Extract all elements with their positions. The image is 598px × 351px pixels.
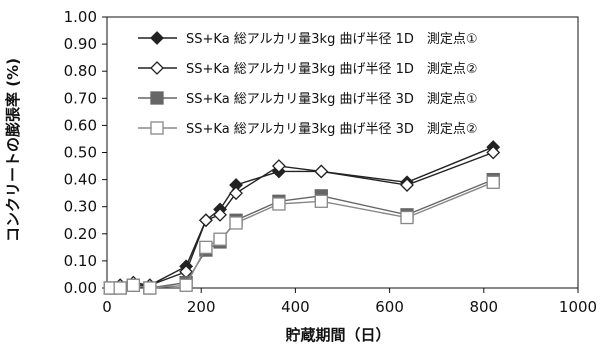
y-tick-label: 0.60 <box>64 116 97 134</box>
series-1 <box>103 140 501 295</box>
series-3 <box>103 172 500 295</box>
legend-marker <box>150 91 164 105</box>
data-point <box>400 210 414 225</box>
data-point <box>271 159 286 173</box>
legend-label: SS+Ka 総アルカリ量3kg 曲げ半径 3D 測定点① <box>186 92 478 107</box>
x-tick-label: 1000 <box>559 298 597 316</box>
y-tick-label: 0.20 <box>64 225 97 243</box>
x-tick-label: 400 <box>281 298 310 316</box>
y-tick-label: 0.00 <box>64 279 97 297</box>
x-tick-label: 600 <box>375 298 404 316</box>
data-point <box>179 278 193 292</box>
data-point <box>229 186 243 201</box>
legend-item-1: SS+Ka 総アルカリ量3kg 曲げ半径 1D 測定点① <box>138 31 478 47</box>
series-4 <box>103 175 500 295</box>
data-point <box>229 216 243 230</box>
legend-item-4: SS+Ka 総アルカリ量3kg 曲げ半径 3D 測定点② <box>138 121 478 137</box>
data-point <box>198 213 213 228</box>
data-point <box>486 175 500 189</box>
plot-border <box>106 16 579 289</box>
data-point <box>486 145 501 160</box>
data-point <box>272 197 286 211</box>
data-point <box>126 278 141 292</box>
y-axis: 0.00 0.10 0.20 0.30 0.40 0.50 0.60 0.70 0.80 0.90… <box>64 8 107 297</box>
data-point <box>314 164 329 179</box>
data-point <box>143 281 157 295</box>
legend-label: SS+Ka 総アルカリ量3kg 曲げ半径 1D 測定点① <box>186 32 478 47</box>
y-tick-label: 0.40 <box>64 171 97 189</box>
data-point <box>213 232 227 246</box>
data-point <box>400 178 414 192</box>
x-tick-label: 800 <box>469 298 498 316</box>
series-layer <box>103 140 501 295</box>
legend-label: SS+Ka 総アルカリ量3kg 曲げ半径 3D 測定点② <box>186 122 478 137</box>
data-point <box>113 281 127 295</box>
y-tick-label: 0.70 <box>64 89 97 107</box>
y-tick-label: 0.30 <box>64 198 97 216</box>
x-tick-label: 200 <box>187 298 216 316</box>
data-point <box>199 240 213 255</box>
legend-marker <box>150 121 164 135</box>
plot-frame <box>106 16 579 289</box>
data-point <box>314 194 328 208</box>
y-axis-title: コンクリートの膨張率 (%) <box>4 58 22 242</box>
series-line <box>110 146 494 289</box>
x-tick-label: 0 <box>102 298 112 316</box>
legend-marker <box>150 61 164 75</box>
series-line <box>110 178 494 289</box>
y-tick-label: 0.80 <box>64 62 97 80</box>
data-point <box>213 207 227 222</box>
x-axis-title: 貯蔵期間（日） <box>285 326 390 344</box>
legend-item-2: SS+Ka 総アルカリ量3kg 曲げ半径 1D 測定点② <box>138 61 478 77</box>
series-line <box>110 151 494 289</box>
y-tick-label: 0.50 <box>64 144 97 162</box>
legend: SS+Ka 総アルカリ量3kg 曲げ半径 1D 測定点① SS+Ka 総アルカリ量… <box>138 31 478 137</box>
y-tick-label: 1.00 <box>64 8 97 26</box>
legend-marker <box>150 31 164 45</box>
legend-item-3: SS+Ka 総アルカリ量3kg 曲げ半径 3D 測定点① <box>138 91 478 107</box>
y-tick-label: 0.90 <box>64 35 97 53</box>
y-tick-label: 0.10 <box>64 252 97 270</box>
x-axis: 0 200 400 600 800 1000 <box>102 288 597 316</box>
legend-label: SS+Ka 総アルカリ量3kg 曲げ半径 1D 測定点② <box>186 62 478 77</box>
